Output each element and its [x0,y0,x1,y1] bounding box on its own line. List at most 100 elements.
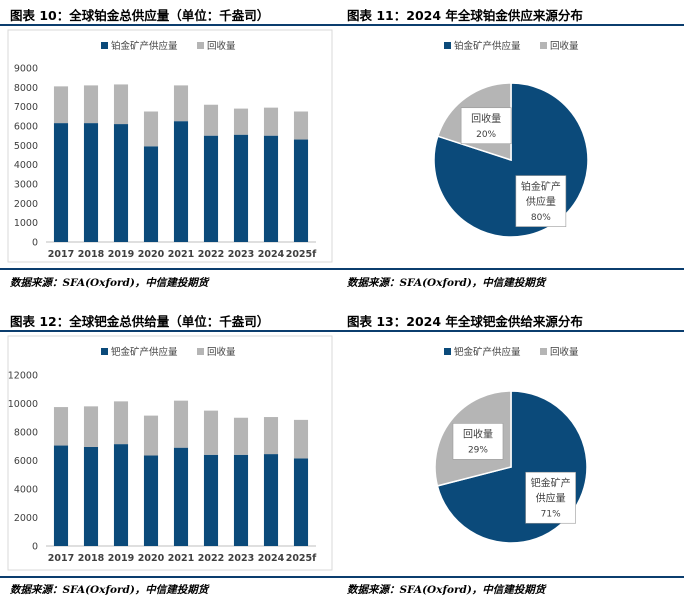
x-tick-label: 2024 [258,553,285,564]
pie-label-box-0 [525,471,576,524]
bar-mine-2024 [263,135,279,242]
bar-recycle-2017 [53,86,69,124]
bar-recycle-2025f [293,111,309,140]
platinum-supply-bar-svg: 铂金矿产供应量 回收量 0 1000 2000 3000 4000 5000 6000 7000 8… [7,29,333,263]
bar-mine-2025f [293,458,309,546]
x-tick-label: 2025f [286,553,317,564]
legend-label-1: 回收量 [550,346,579,358]
pie-label-box-0 [515,175,567,227]
x-tick-label: 2020 [138,553,165,564]
figure-12-title: 图表 12：全球钯金总供给量（单位：千盎司） [10,314,270,329]
x-tick-label: 2019 [108,553,134,564]
x-tick-label: 2022 [198,249,224,260]
bar-mine-2022 [203,454,219,546]
legend-label-0: 钯金矿产供应量 [454,346,521,358]
bar-mine-2019 [113,124,129,242]
x-tick-label: 2023 [228,553,254,564]
y-tick-label: 5000 [14,141,38,152]
bar-mine-2021 [173,447,189,546]
legend-swatch-0 [101,348,108,355]
legend-swatch-1 [540,42,547,49]
bar-mine-2022 [203,135,219,242]
palladium-source-pie-chart: 钯金矿产供应量 回收量 钯金矿产 供应量 71% 回收量 29% [342,334,684,572]
bar-recycle-2024 [263,107,279,136]
pie-pct-label-0: 71% [541,509,561,519]
legend-label-1: 回收量 [207,40,236,52]
header-rule-middle [0,330,684,332]
bar-mine-2024 [263,454,279,546]
x-tick-label: 2020 [138,249,165,260]
legend-swatch-1 [197,348,204,355]
bar-recycle-2018 [83,85,99,124]
bar-recycle-2017 [53,407,69,446]
figure-10-title: 图表 10：全球铂金总供应量（单位：千盎司） [10,8,270,23]
x-tick-label: 2019 [108,249,134,260]
legend-swatch-1 [540,348,547,355]
bar-recycle-2023 [233,108,249,135]
bar-mine-2023 [233,454,249,546]
bar-mine-2021 [173,121,189,242]
bar-mine-2018 [83,123,99,242]
pie-label-box-1 [460,107,512,145]
bar-mine-2025f [293,139,309,242]
legend-swatch-0 [444,42,451,49]
x-tick-label: 2018 [78,249,105,260]
bar-mine-2023 [233,134,249,242]
legend-label-0: 钯金矿产供应量 [111,346,178,358]
y-tick-label: 0 [32,542,38,553]
bar-recycle-2022 [203,104,219,136]
bar-recycle-2023 [233,417,249,455]
bar-mine-2019 [113,444,129,546]
y-tick-label: 3000 [14,180,38,191]
bar-mine-2017 [53,445,69,546]
figure-13-source: 数据来源：SFA(Oxford)，中信建投期货 [347,584,546,596]
pie-name-label-0: 供应量 [536,491,566,504]
pie-name-label-1: 回收量 [471,112,501,125]
platinum-source-pie-chart: 铂金矿产供应量 回收量 铂金矿产 供应量 80% 回收量 20% [342,28,684,264]
bar-mine-2020 [143,455,159,546]
figure-12-source: 数据来源：SFA(Oxford)，中信建投期货 [10,584,209,596]
bar-recycle-2018 [83,406,99,447]
x-tick-label: 2017 [48,553,74,564]
header-rule-top [0,24,684,26]
legend-label-0: 铂金矿产供应量 [111,40,178,52]
y-tick-label: 4000 [14,485,38,496]
x-tick-label: 2017 [48,249,74,260]
pie-pct-label-1: 29% [468,446,488,456]
section-rule-1 [0,268,684,270]
y-tick-label: 10000 [8,399,38,410]
figure-13-title: 图表 13：2024 年全球钯金供给来源分布 [347,314,583,329]
legend-swatch-0 [101,42,108,49]
bar-mine-2018 [83,446,99,546]
pie-label-box-1 [452,423,504,460]
bar-recycle-2020 [143,415,159,456]
pie-pct-label-1: 20% [476,130,496,140]
y-tick-label: 8000 [14,83,38,94]
y-tick-label: 4000 [14,160,38,171]
chart-frame [7,29,333,263]
palladium-supply-bar-chart: 钯金矿产供应量 回收量 0 2000 4000 6000 8000 10000 12000 201… [0,334,340,572]
figure-11-title: 图表 11：2024 年全球铂金供应来源分布 [347,8,583,23]
y-tick-label: 12000 [8,371,38,382]
chart-frame [7,335,333,571]
x-tick-label: 2021 [168,249,194,260]
x-tick-label: 2025f [286,249,317,260]
pie-pct-label-0: 80% [531,213,551,223]
bar-recycle-2025f [293,419,309,459]
x-tick-label: 2018 [78,553,105,564]
y-tick-label: 9000 [14,64,38,75]
pie-name-label-0: 供应量 [526,195,556,208]
bar-recycle-2020 [143,111,159,147]
y-tick-label: 8000 [14,428,38,439]
legend-swatch-0 [444,348,451,355]
figure-10-source: 数据来源：SFA(Oxford)，中信建投期货 [10,277,209,289]
y-tick-label: 6000 [14,122,38,133]
y-tick-label: 2000 [14,513,38,524]
bar-recycle-2022 [203,410,219,455]
bar-recycle-2024 [263,417,279,455]
section-rule-2 [0,576,684,578]
y-tick-label: 6000 [14,456,38,467]
bar-recycle-2019 [113,84,129,125]
legend-label-1: 回收量 [550,40,579,52]
